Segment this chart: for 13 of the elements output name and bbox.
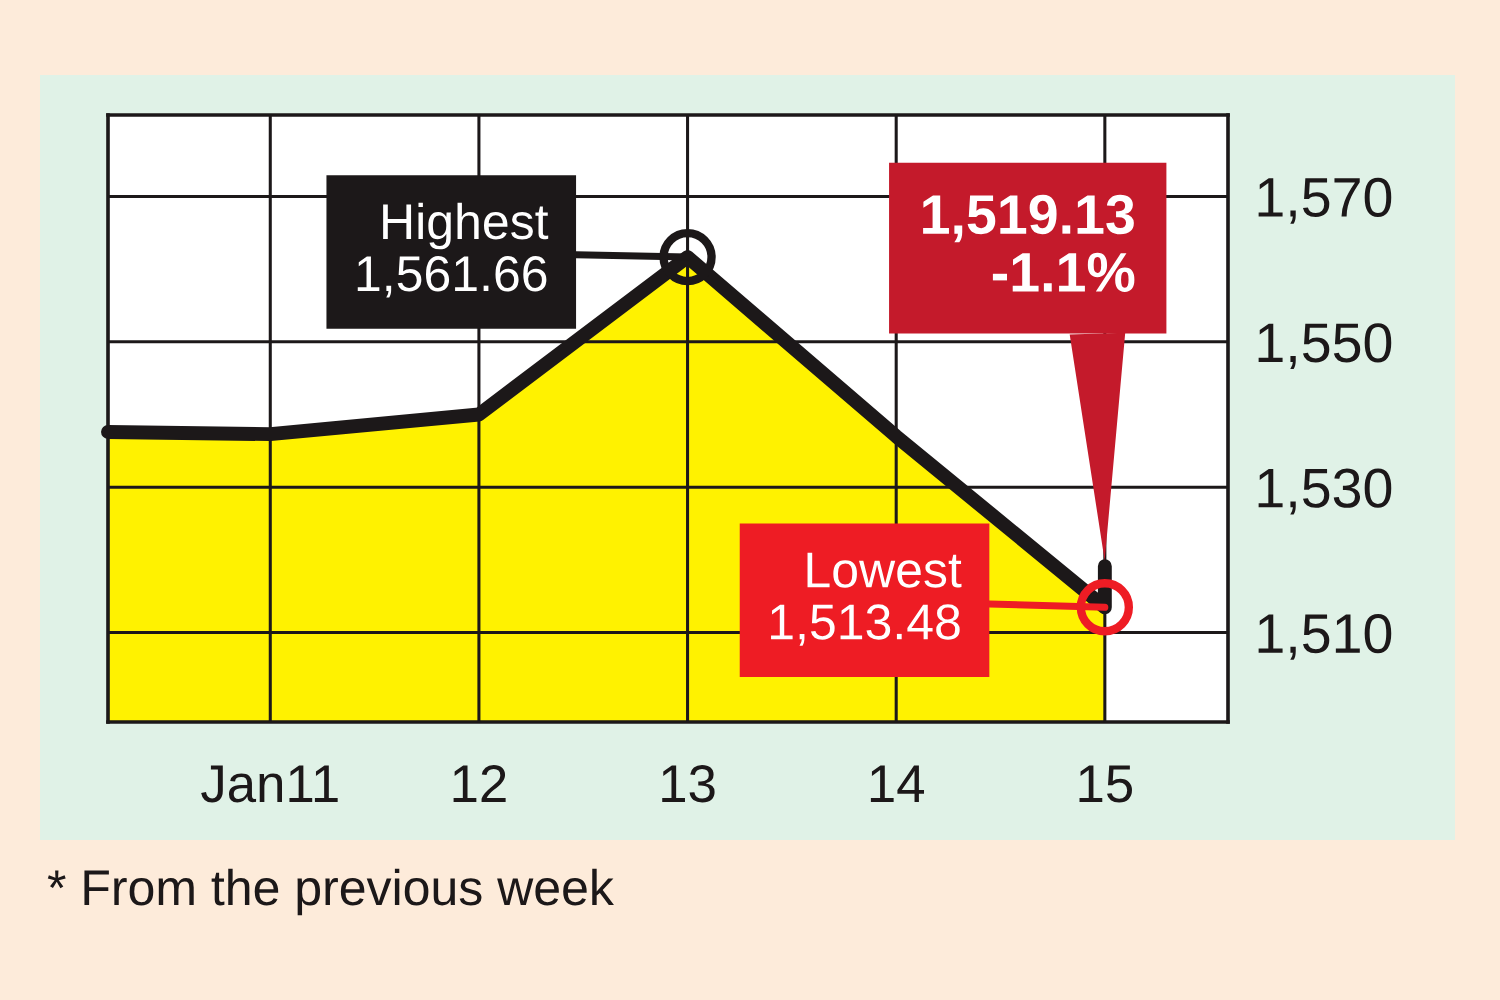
y-tick-label: 1,530 [1258,468,1392,515]
y-tick-label: 1,550 [1258,323,1392,370]
x-tick-label: 13 [662,765,715,803]
text: * From the previous week [47,868,614,916]
annotation: Lowest 1,513.48 [771,552,962,646]
annotation: 1,519.13 -1.1% [923,194,1135,292]
annotation: Highest 1,561.66 [357,202,549,298]
x-tick-label: 12 [453,765,506,802]
x-tick-label: 14 [870,765,925,802]
y-tick-label: 1,570 [1258,177,1392,224]
x-tick-label: Jan11 [201,765,338,803]
y-tick-label: 1,510 [1258,613,1392,660]
x-tick-label: 15 [1079,765,1132,803]
